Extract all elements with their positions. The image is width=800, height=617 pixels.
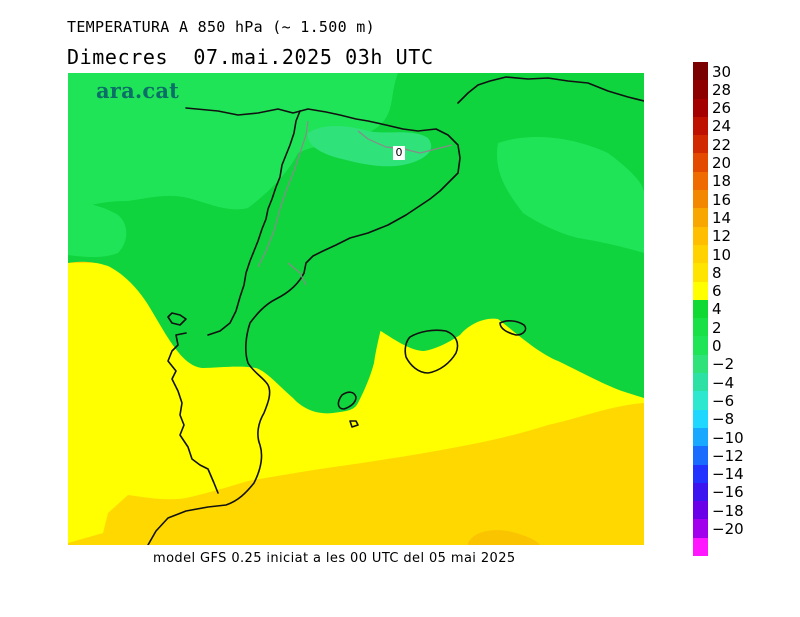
border-line xyxy=(167,332,219,494)
colorbar-segment xyxy=(693,153,708,172)
coastline xyxy=(337,391,357,410)
colorbar-segment xyxy=(693,299,708,319)
colorbar-label: 16 xyxy=(712,190,732,209)
colorbar-label: 30 xyxy=(712,62,732,81)
colorbar-label: 2 xyxy=(712,318,722,337)
colorbar-label: −18 xyxy=(712,501,744,520)
colorbar-label: 0 xyxy=(712,337,722,355)
colorbar-segment xyxy=(693,190,708,209)
temperature-map xyxy=(68,73,644,545)
border-line xyxy=(207,110,301,336)
inner-border xyxy=(257,120,309,268)
colorbar-label: 6 xyxy=(712,282,722,301)
model-info: model GFS 0.25 iniciat a les 00 UTC del … xyxy=(153,551,516,566)
colorbar-label: 18 xyxy=(712,172,732,191)
isotherm-label: 0 xyxy=(393,146,405,160)
coastline xyxy=(185,107,461,274)
colorbar-segment xyxy=(693,373,708,392)
colorbar-segment xyxy=(693,501,708,520)
colorbar-label: 20 xyxy=(712,154,732,172)
colorbar-segment xyxy=(693,244,708,264)
zone-orange xyxy=(468,530,540,545)
colorbar-label: 12 xyxy=(712,227,732,246)
colorbar-label: −8 xyxy=(712,410,735,429)
colorbar-label: 14 xyxy=(712,208,732,227)
coastline xyxy=(499,320,527,336)
colorbar-label: 22 xyxy=(712,135,732,154)
colorbar-segment xyxy=(693,409,708,428)
colorbar-segment xyxy=(693,281,708,300)
zone-light-green xyxy=(68,202,127,257)
zone-light-green xyxy=(497,137,644,253)
temperature-colorbar xyxy=(693,62,708,557)
colorbar-segment xyxy=(693,135,708,154)
colorbar-label: −16 xyxy=(712,483,744,502)
inner-border xyxy=(287,262,307,286)
colorbar-segment xyxy=(693,98,708,117)
colorbar-segment xyxy=(693,116,708,136)
zone-light-green xyxy=(68,73,398,213)
colorbar-segment xyxy=(693,336,708,355)
colorbar-label: −2 xyxy=(712,355,735,374)
colorbar-segment xyxy=(693,226,708,245)
colorbar-segment xyxy=(693,446,708,465)
forecast-date: Dimecres 07.mai.2025 03h UTC xyxy=(67,45,434,69)
brand-logo: ara.cat xyxy=(96,78,180,103)
colorbar-label: −20 xyxy=(712,520,744,538)
coastline xyxy=(147,272,305,545)
colorbar-segment xyxy=(693,62,708,81)
colorbar-label: 4 xyxy=(712,300,722,319)
colorbar-label: 26 xyxy=(712,99,732,118)
coastline xyxy=(457,76,644,104)
colorbar-segment xyxy=(693,263,708,282)
colorbar-segment xyxy=(693,427,708,447)
colorbar-segment xyxy=(693,537,708,557)
colorbar-segment xyxy=(693,318,708,337)
colorbar-label: 28 xyxy=(712,80,732,99)
coastline xyxy=(404,329,459,374)
colorbar-label: −4 xyxy=(712,373,735,392)
colorbar-label: 10 xyxy=(712,245,732,264)
colorbar-segment xyxy=(693,171,708,191)
coastline xyxy=(349,420,359,428)
colorbar-segment xyxy=(693,519,708,538)
colorbar-label: −14 xyxy=(712,465,744,484)
colorbar-label: −10 xyxy=(712,428,744,447)
colorbar-label: −6 xyxy=(712,391,735,410)
coastline xyxy=(167,312,187,326)
colorbar-segment xyxy=(693,482,708,502)
colorbar-label: 24 xyxy=(712,117,732,136)
colorbar-label: −12 xyxy=(712,446,744,465)
chart-title: TEMPERATURA A 850 hPa (~ 1.500 m) xyxy=(67,18,375,36)
colorbar-segment xyxy=(693,80,708,99)
colorbar-segment xyxy=(693,208,708,227)
colorbar-segment xyxy=(693,464,708,483)
colorbar-segment xyxy=(693,391,708,410)
colorbar-segment xyxy=(693,354,708,374)
colorbar-label: 8 xyxy=(712,263,722,282)
